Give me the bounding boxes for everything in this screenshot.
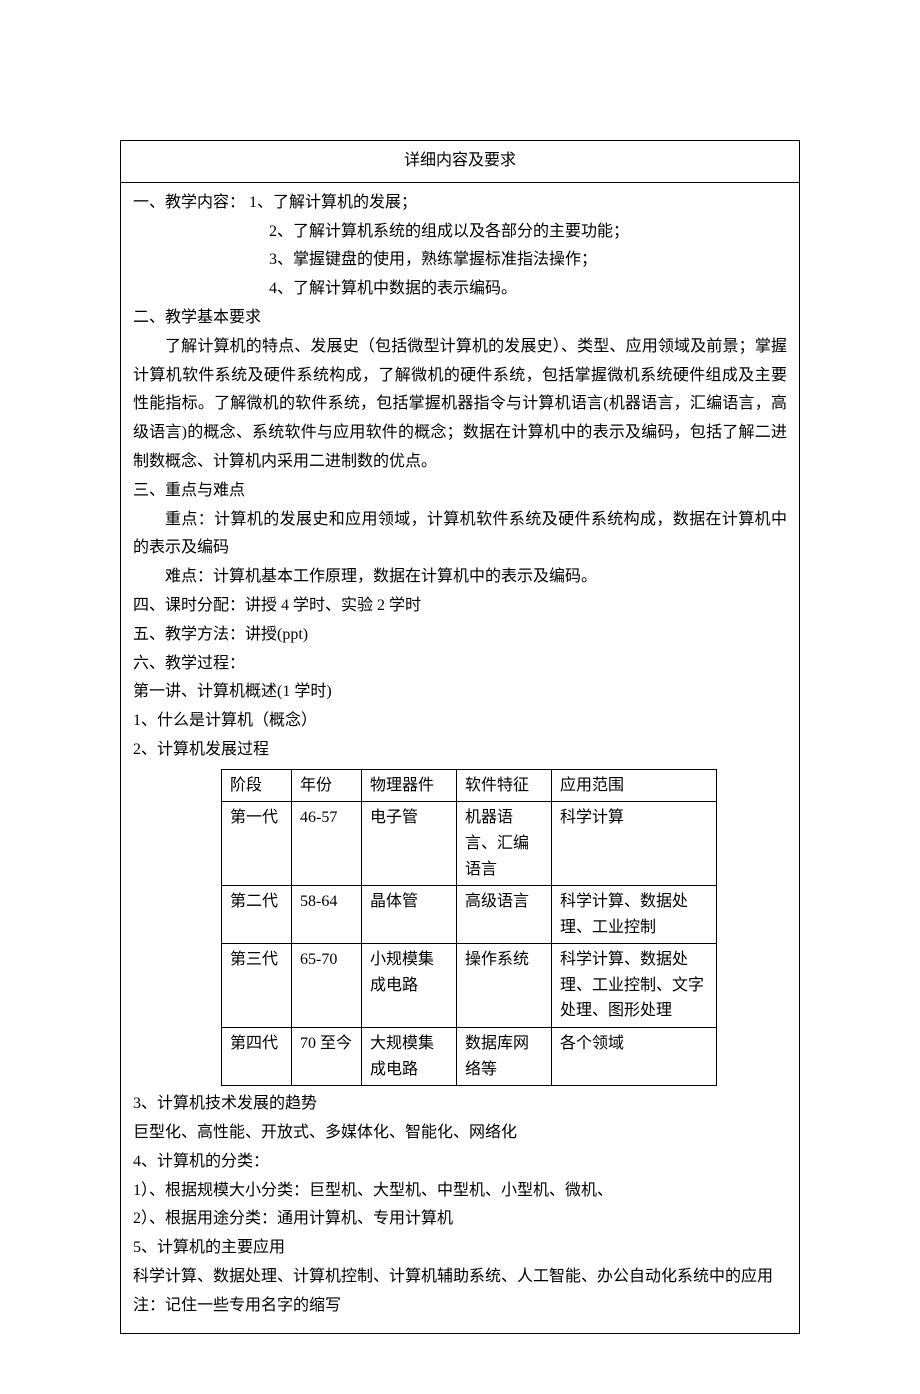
document-body: 一、教学内容： 1、了解计算机的发展； 2、了解计算机系统的组成以及各部分的主要…: [121, 183, 799, 1333]
cell-device: 大规模集成电路: [362, 1028, 457, 1086]
cell-app: 各个领域: [552, 1028, 717, 1086]
point4: 4、计算机的分类：: [133, 1148, 787, 1177]
section3-difficult-label: 难点：: [165, 568, 213, 585]
document-outer-box: 详细内容及要求 一、教学内容： 1、了解计算机的发展； 2、了解计算机系统的组成…: [120, 140, 800, 1334]
cell-year: 65-70: [292, 944, 362, 1028]
cell-stage: 第二代: [222, 886, 292, 944]
cell-stage: 第四代: [222, 1028, 292, 1086]
point2: 2、计算机发展过程: [133, 736, 787, 765]
cell-software: 机器语言、汇编语言: [457, 802, 552, 886]
section1-item1: 1、了解计算机的发展；: [249, 194, 417, 211]
cell-software: 操作系统: [457, 944, 552, 1028]
th-device: 物理器件: [362, 769, 457, 802]
cell-device: 小规模集成电路: [362, 944, 457, 1028]
note: 注：记住一些专用名字的缩写: [133, 1292, 787, 1321]
cell-software: 高级语言: [457, 886, 552, 944]
table-row: 第四代 70 至今 大规模集成电路 数据库网络等 各个领域: [222, 1028, 717, 1086]
generations-table: 阶段 年份 物理器件 软件特征 应用范围 第一代 46-57 电子管 机器语言、…: [221, 769, 717, 1087]
section3-difficult-text: 计算机基本工作原理，数据在计算机中的表示及编码。: [213, 568, 597, 585]
cell-app: 科学计算: [552, 802, 717, 886]
cell-app: 科学计算、数据处理、工业控制: [552, 886, 717, 944]
cell-device: 晶体管: [362, 886, 457, 944]
lecture1: 第一讲、计算机概述(1 学时): [133, 678, 787, 707]
point5-body: 科学计算、数据处理、计算机控制、计算机辅助系统、人工智能、办公自动化系统中的应用: [133, 1263, 787, 1292]
th-stage: 阶段: [222, 769, 292, 802]
section1-item3: 3、掌握键盘的使用，熟练掌握标准指法操作；: [133, 246, 787, 275]
th-software: 软件特征: [457, 769, 552, 802]
section3-focus-label: 重点：: [165, 511, 214, 528]
table-row: 第三代 65-70 小规模集成电路 操作系统 科学计算、数据处理、工业控制、文字…: [222, 944, 717, 1028]
point5: 5、计算机的主要应用: [133, 1234, 787, 1263]
point3: 3、计算机技术发展的趋势: [133, 1090, 787, 1119]
section1-title: 一、教学内容：: [133, 194, 245, 211]
cell-year: 70 至今: [292, 1028, 362, 1086]
section3-difficult: 难点：计算机基本工作原理，数据在计算机中的表示及编码。: [133, 563, 787, 592]
section3-focus-text: 计算机的发展史和应用领域，计算机软件系统及硬件系统构成，数据在计算机中的表示及编…: [133, 511, 787, 557]
table-row: 第二代 58-64 晶体管 高级语言 科学计算、数据处理、工业控制: [222, 886, 717, 944]
cell-device: 电子管: [362, 802, 457, 886]
section1-item4: 4、了解计算机中数据的表示编码。: [133, 275, 787, 304]
cell-software: 数据库网络等: [457, 1028, 552, 1086]
cell-year: 46-57: [292, 802, 362, 886]
section3-focus: 重点：计算机的发展史和应用领域，计算机软件系统及硬件系统构成，数据在计算机中的表…: [133, 506, 787, 564]
section3-title: 三、重点与难点: [133, 477, 787, 506]
section1-title-line: 一、教学内容： 1、了解计算机的发展；: [133, 189, 787, 218]
section2-body: 了解计算机的特点、发展史（包括微型计算机的发展史）、类型、应用领域及前景；掌握计…: [133, 333, 787, 477]
document-header: 详细内容及要求: [121, 141, 799, 183]
cell-stage: 第一代: [222, 802, 292, 886]
point4-sub1: 1）、根据规模大小分类：巨型机、大型机、中型机、小型机、微机、: [133, 1177, 787, 1206]
section1-item2: 2、了解计算机系统的组成以及各部分的主要功能；: [133, 218, 787, 247]
section6: 六、教学过程：: [133, 650, 787, 679]
section5: 五、教学方法：讲授(ppt): [133, 621, 787, 650]
th-app: 应用范围: [552, 769, 717, 802]
cell-year: 58-64: [292, 886, 362, 944]
section4: 四、课时分配：讲授 4 学时、实验 2 学时: [133, 592, 787, 621]
point4-sub2: 2）、根据用途分类：通用计算机、专用计算机: [133, 1205, 787, 1234]
table-header-row: 阶段 年份 物理器件 软件特征 应用范围: [222, 769, 717, 802]
point3-body: 巨型化、高性能、开放式、多媒体化、智能化、网络化: [133, 1119, 787, 1148]
section2-title: 二、教学基本要求: [133, 304, 787, 333]
cell-stage: 第三代: [222, 944, 292, 1028]
th-year: 年份: [292, 769, 362, 802]
table-row: 第一代 46-57 电子管 机器语言、汇编语言 科学计算: [222, 802, 717, 886]
point1: 1、什么是计算机（概念）: [133, 707, 787, 736]
cell-app: 科学计算、数据处理、工业控制、文字处理、图形处理: [552, 944, 717, 1028]
